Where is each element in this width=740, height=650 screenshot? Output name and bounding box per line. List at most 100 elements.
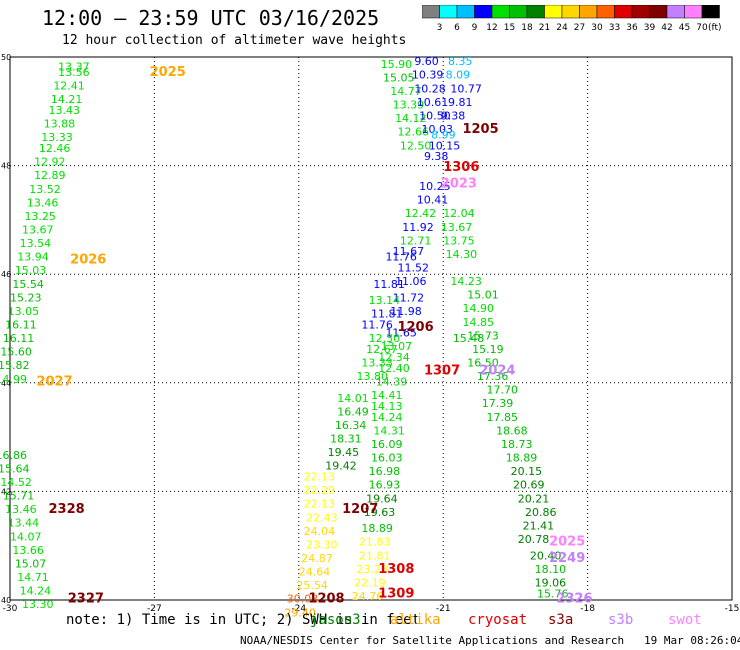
wave-height-point: 12.42: [405, 207, 437, 220]
wave-height-point: 15.73: [467, 329, 499, 342]
wave-height-point: 15.76: [537, 587, 569, 600]
wave-height-point: 13.39: [393, 99, 425, 112]
wave-height-point: 9.60: [414, 55, 439, 68]
wave-height-point: 15.90: [381, 58, 413, 71]
wave-height-point: 10.25: [419, 180, 451, 193]
wave-height-point: 13.25: [24, 210, 56, 223]
y-tick-label: 40: [1, 596, 11, 605]
colorbar-tick-label: 18: [521, 23, 533, 33]
x-tick-label: -30: [3, 604, 18, 614]
track-time-label: 2023: [441, 176, 477, 191]
wave-height-point: 11.81: [373, 278, 405, 291]
wave-height-point: 12.71: [400, 234, 432, 247]
plot-frame: [9, 56, 733, 601]
wave-height-point: 13.30: [22, 598, 54, 611]
wave-height-point: 10.39: [412, 69, 444, 82]
wave-height-point: 11.65: [385, 327, 417, 340]
chart-title: 12:00 – 23:59 UTC 03/16/2025: [42, 6, 380, 30]
wave-height-point: 17.36: [477, 370, 509, 383]
wave-height-point: 23.23: [357, 563, 389, 576]
wave-height-point: 19.64: [366, 492, 398, 505]
wave-height-point: 24.64: [299, 566, 331, 579]
chart-subtitle: 12 hour collection of altimeter wave hei…: [62, 33, 407, 48]
sensor-cryosat: cryosat: [468, 612, 528, 628]
wave-height-point: 10.28: [414, 82, 446, 95]
wave-height-point: 15.64: [0, 462, 29, 475]
colorbar-tick-label: 6: [454, 23, 460, 33]
wave-height-point: 14.24: [371, 411, 403, 424]
wave-height-point: 14.52: [0, 476, 32, 489]
wave-height-point: 18.89: [506, 452, 537, 465]
wave-height-point: 11.76: [361, 319, 393, 332]
colorbar-tick-label: 36: [626, 23, 638, 33]
track-time-label: 1306: [443, 160, 479, 175]
track-time-label: 1307: [424, 364, 460, 379]
colorbar-tick-label: 42: [661, 23, 672, 33]
wave-height-point: 14.39: [376, 376, 408, 389]
wave-height-point: 21.41: [523, 519, 555, 532]
wave-height-point: 14.13: [371, 400, 403, 413]
wave-height-point: 22.13: [304, 471, 336, 484]
wave-height-point: 16.03: [371, 452, 403, 465]
track-time-label: 2025: [150, 65, 186, 80]
track-time-label: 2327: [68, 592, 104, 607]
wave-height-point: 29.40: [284, 606, 316, 619]
track-time-label: 1309: [378, 586, 414, 601]
wave-height-point: 16.09: [371, 438, 403, 451]
wave-height-point: 22.29: [304, 484, 336, 497]
wave-height-point: 14.77: [390, 85, 422, 98]
wave-height-point: 13.44: [8, 517, 40, 530]
track-time-label: 1308: [378, 562, 414, 577]
colorbar-tick-label: 9: [472, 23, 478, 33]
wave-height-point: 16.11: [5, 319, 37, 332]
wave-height-point: 9.38: [441, 109, 466, 122]
wave-height-point: 19.45: [328, 446, 360, 459]
colorbar-tick-label: 30: [591, 23, 603, 33]
wave-height-point: 18.73: [501, 438, 532, 451]
wave-height-point: 19.42: [325, 460, 357, 473]
y-tick-label: 50: [1, 53, 11, 62]
wave-height-point: 8.35: [448, 55, 473, 68]
colorbar-tick-label: 21: [539, 23, 550, 33]
wave-height-point: 17.85: [487, 411, 519, 424]
wave-height-point: 18.68: [496, 424, 528, 437]
wave-height-point: 16.93: [369, 479, 401, 492]
wave-height-point: 15.01: [467, 289, 499, 302]
x-tick-label: -18: [580, 604, 595, 614]
track-time-label: 2026: [70, 252, 106, 267]
wave-height-point: 13.66: [12, 544, 44, 557]
wave-height-point: 22.43: [306, 511, 338, 524]
wave-height-point: 13.07: [381, 340, 413, 353]
wave-height-point: 10.15: [429, 139, 461, 152]
wave-height-point: 12.89: [34, 169, 66, 182]
wave-height-point: 15.23: [10, 291, 42, 304]
wave-height-point: 13.88: [44, 118, 75, 131]
wave-height-point: 20.69: [513, 479, 545, 492]
wave-height-point: 16.34: [335, 419, 367, 432]
wave-height-point: 18.10: [535, 563, 567, 576]
wave-height-point: 17.70: [487, 384, 519, 397]
wave-height-point: 20.21: [518, 492, 550, 505]
colorbar-tick-label: 24: [556, 23, 568, 33]
wave-height-point: 13.33: [41, 131, 73, 144]
track-time-label: 2326: [556, 592, 592, 607]
wave-height-point: 11.72: [393, 291, 425, 304]
wave-height-point: 13.46: [27, 196, 58, 209]
credit-line: NOAA/NESDIS Center for Satellite Applica…: [240, 634, 740, 647]
sensor-s3a: s3a: [548, 612, 574, 628]
x-tick-label: -21: [436, 604, 451, 614]
wave-height-point: 15.48: [453, 332, 485, 345]
wave-height-point: 16.11: [3, 332, 34, 345]
x-tick-label: -15: [725, 604, 740, 614]
wave-height-point: 16.98: [369, 465, 401, 478]
wave-height-point: 14.30: [446, 248, 478, 261]
wave-height-point: 15.03: [15, 264, 46, 277]
wave-height-point: 13.54: [20, 237, 52, 250]
sensor-swot: swot: [668, 612, 702, 628]
wave-height-point: 20.40: [530, 549, 562, 562]
wave-height-point: 11.81: [371, 308, 403, 321]
wave-height-point: 13.33: [361, 357, 393, 370]
wave-height-point: 12.40: [378, 362, 410, 375]
wave-height-point: 13.94: [17, 251, 49, 264]
